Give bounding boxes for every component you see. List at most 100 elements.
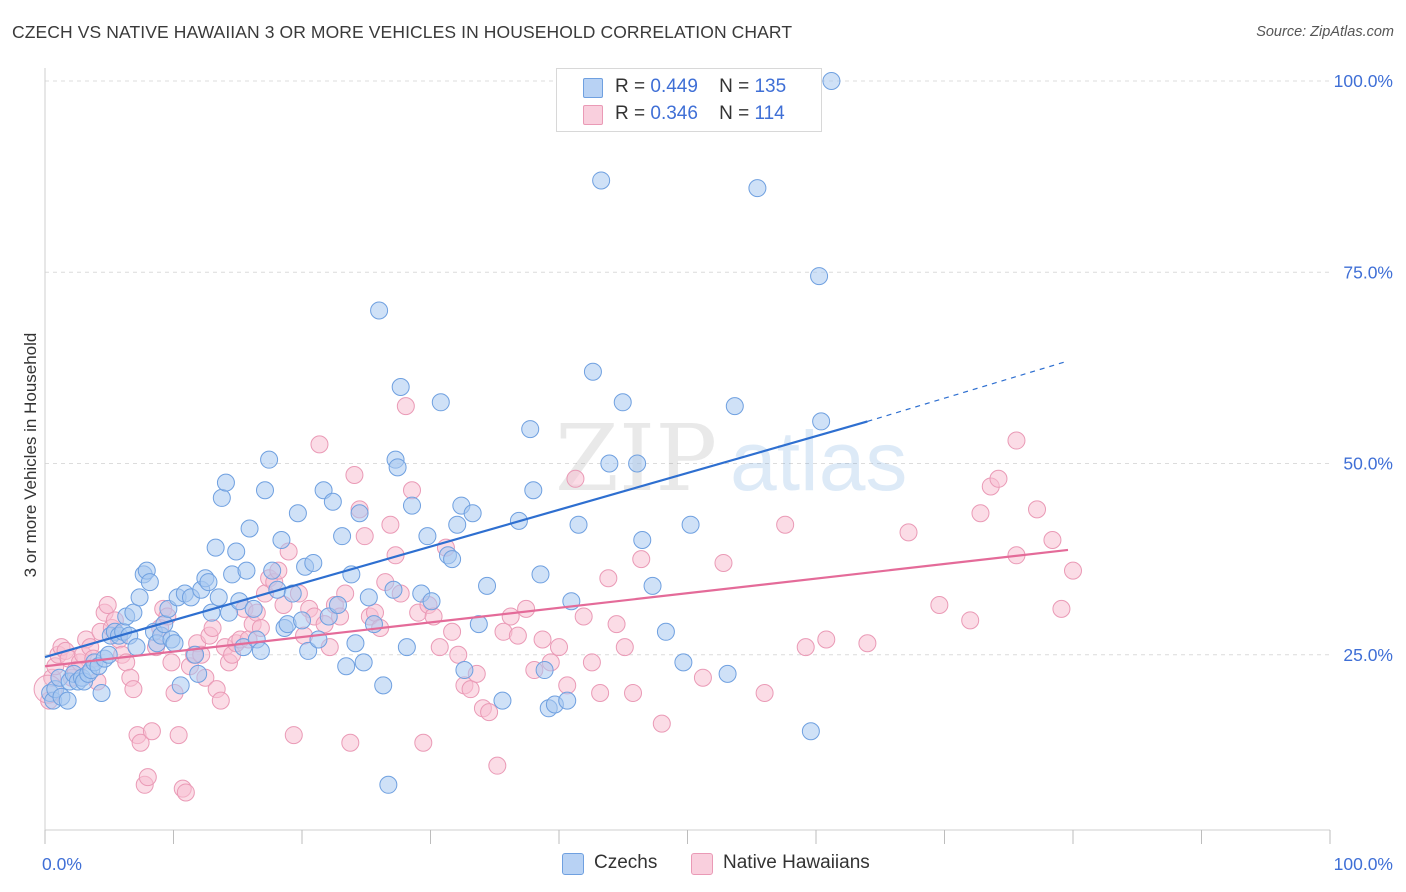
native-hawaiian-point <box>1064 561 1082 580</box>
czech-point <box>524 481 543 500</box>
czech-point <box>810 267 829 286</box>
native-hawaiian-point <box>599 569 618 588</box>
native-hawaiian-point <box>162 653 181 672</box>
czech-point <box>370 301 389 320</box>
legend-r-value: 0.346 <box>650 103 698 124</box>
czech-point <box>212 488 231 507</box>
czech-point <box>469 615 488 634</box>
czech-point <box>299 641 318 660</box>
czech-point <box>801 722 820 741</box>
czech-point <box>633 531 652 549</box>
legend-r-label: R = <box>615 103 646 124</box>
czech-point <box>359 588 378 607</box>
native-hawaiian-point <box>142 722 161 741</box>
czech-point <box>583 362 602 381</box>
native-hawaiian-point <box>961 611 980 630</box>
trend-line-czechs <box>44 420 868 659</box>
czech-point <box>674 653 693 672</box>
native-hawaiian-point <box>930 596 949 615</box>
czech-point <box>288 504 307 523</box>
legend-swatch-native-hawaiians <box>583 105 603 125</box>
czech-point <box>463 504 482 523</box>
czech-point <box>535 661 554 680</box>
native-hawaiian-point <box>176 783 195 802</box>
source-label: Source: ZipAtlas.com <box>1256 24 1394 40</box>
native-hawaiian-point <box>693 668 712 687</box>
native-hawaiian-point <box>402 481 421 500</box>
czech-point <box>374 676 393 695</box>
czech-point <box>718 664 737 683</box>
native-hawaiian-point <box>131 733 150 752</box>
y-tick-label: 50.0% <box>1343 454 1393 474</box>
native-hawaiian-point <box>558 676 577 695</box>
legend-n-label: N = <box>719 103 750 124</box>
native-hawaiian-point <box>449 645 468 664</box>
y-axis-label: 3 or more Vehicles in Household <box>21 333 40 578</box>
czech-point <box>130 588 149 607</box>
native-hawaiian-point <box>1043 531 1062 549</box>
czech-point <box>199 573 218 592</box>
czech-point <box>388 458 407 477</box>
czech-point <box>422 592 441 611</box>
czech-point <box>260 450 279 469</box>
bottom-legend-swatch-native-hawaiians <box>691 853 713 875</box>
native-hawaiian-point <box>1007 431 1026 450</box>
x-tick-label: 0.0% <box>42 854 82 874</box>
czech-point <box>350 504 369 523</box>
native-hawaiian-point <box>652 714 671 733</box>
czech-point <box>558 691 577 710</box>
chart-title: CZECH VS NATIVE HAWAIIAN 3 OR MORE VEHIC… <box>12 22 793 42</box>
czech-point <box>402 496 421 515</box>
native-hawaiian-point <box>341 733 360 752</box>
native-hawaiian-point <box>971 504 990 523</box>
native-hawaiian-point <box>355 527 374 546</box>
czech-point <box>58 691 77 710</box>
legend-n-label: N = <box>719 76 750 97</box>
native-hawaiian-point <box>755 684 774 702</box>
native-hawaiian-point <box>714 553 733 572</box>
native-hawaiian-point <box>607 615 626 634</box>
native-hawaiian-point <box>533 630 552 649</box>
czech-point <box>812 412 831 431</box>
czech-point <box>293 611 311 630</box>
czech-point <box>493 691 512 710</box>
czech-point <box>822 72 841 90</box>
czech-point <box>418 527 437 546</box>
native-hawaiian-point <box>566 469 585 488</box>
legend-r-label: R = <box>615 76 646 97</box>
native-hawaiian-point <box>488 756 507 775</box>
czech-point <box>251 641 270 660</box>
legend-r-value: 0.449 <box>650 76 698 97</box>
native-hawaiian-point <box>430 638 449 657</box>
native-hawaiian-point <box>396 397 415 416</box>
y-tick-label: 75.0% <box>1343 262 1393 282</box>
legend-n-value: 135 <box>754 76 787 97</box>
native-hawaiian-point <box>203 618 222 637</box>
y-tick-label: 100.0% <box>1334 71 1393 91</box>
czech-point <box>600 454 619 473</box>
czech-point <box>323 492 342 511</box>
czech-point <box>227 542 246 561</box>
native-hawaiian-point <box>899 523 918 542</box>
native-hawaiian-point <box>858 634 877 653</box>
czech-point <box>531 565 550 584</box>
czech-point <box>656 622 675 641</box>
czech-point <box>337 657 356 676</box>
czech-point <box>681 515 700 534</box>
native-hawaiian-point <box>796 638 815 657</box>
czech-point <box>628 454 647 473</box>
native-hawaiian-point <box>574 607 593 626</box>
czech-point <box>189 664 208 683</box>
czech-point <box>304 553 323 572</box>
native-hawaiian-point <box>414 733 433 752</box>
native-hawaiian-point <box>461 680 480 699</box>
native-hawaiian-point <box>508 626 527 645</box>
y-tick-label: 25.0% <box>1343 645 1393 665</box>
czech-point <box>443 550 462 569</box>
native-hawaiian-point <box>550 638 568 657</box>
native-hawaiian-point <box>582 653 601 672</box>
czech-point <box>521 420 540 439</box>
native-hawaiian-point <box>284 726 303 745</box>
czech-point <box>725 397 744 416</box>
trend-lines <box>44 360 1069 668</box>
